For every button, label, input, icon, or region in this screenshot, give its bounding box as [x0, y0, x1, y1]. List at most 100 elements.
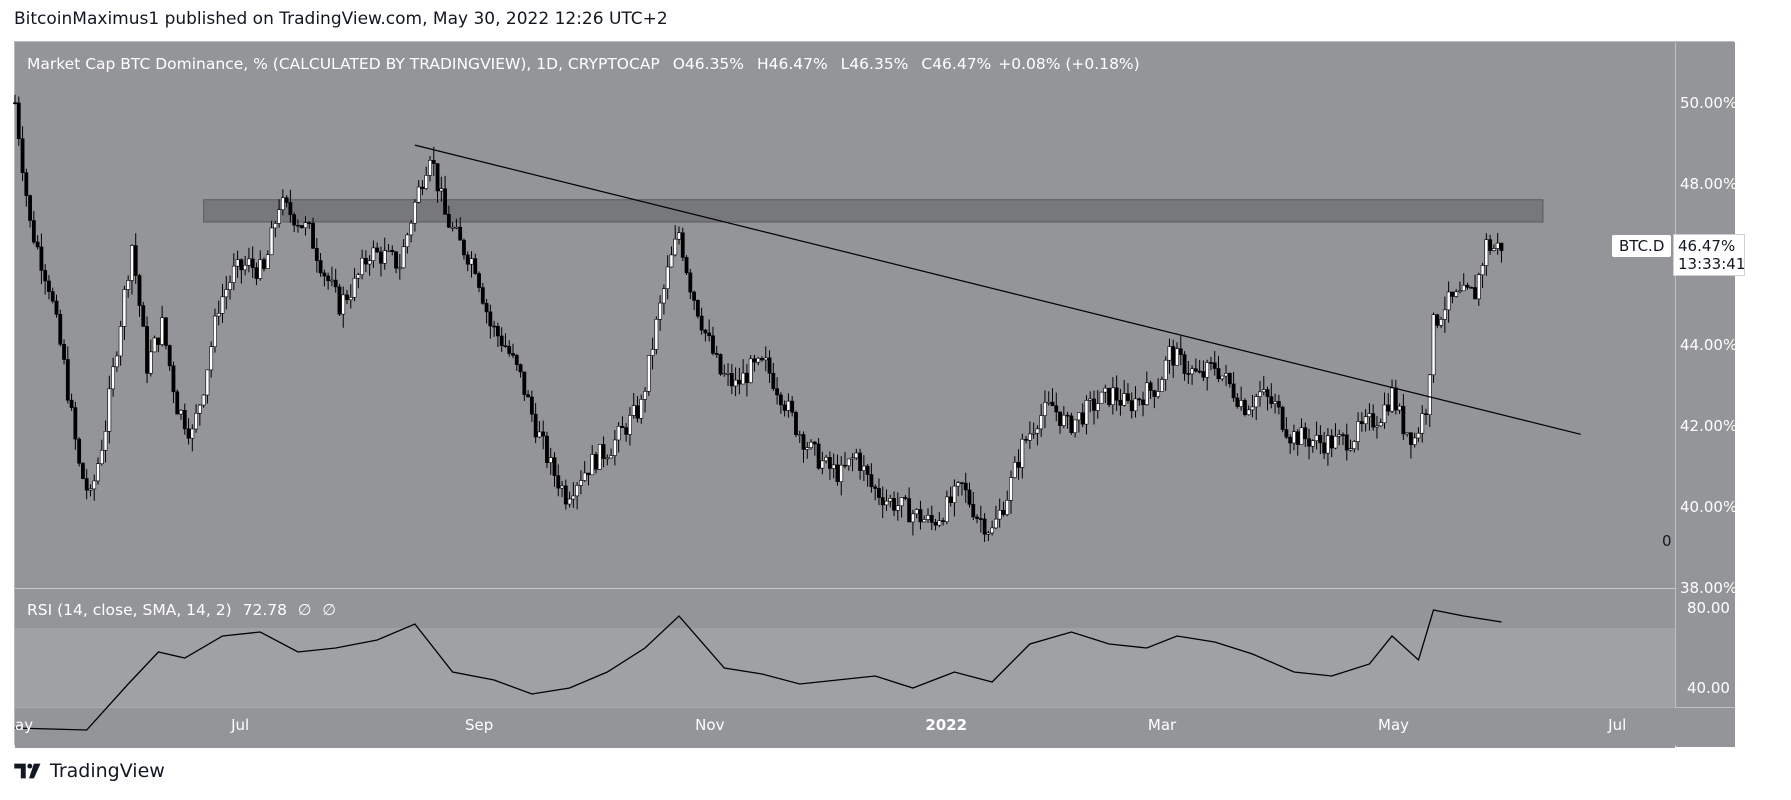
candle-up [114, 355, 119, 368]
candle-up [1095, 403, 1100, 411]
candle-up [1314, 434, 1319, 442]
candle-up [1224, 373, 1228, 377]
candle-down [1243, 400, 1247, 416]
candle-down [1435, 314, 1440, 326]
candle-down [745, 372, 749, 383]
candle-down [688, 272, 693, 293]
candle-down [1450, 291, 1455, 297]
candle-up [469, 258, 474, 265]
candle-up [96, 463, 100, 482]
candle-up [1273, 401, 1277, 404]
candle-down [496, 326, 500, 337]
candle-up [537, 431, 542, 438]
tradingview-footer[interactable]: TradingView [14, 760, 165, 782]
candle-down [707, 332, 712, 337]
candle-up [911, 513, 915, 523]
candle-down [171, 365, 176, 393]
candle-up [1175, 348, 1179, 366]
candle-down [1024, 438, 1028, 441]
candle-up [797, 434, 802, 436]
candle-up [628, 415, 632, 435]
candle-up [280, 197, 285, 211]
candle-down [929, 515, 934, 523]
candle-up [850, 457, 855, 460]
price-pane[interactable] [15, 42, 1675, 588]
candle-up [597, 444, 602, 470]
candle-down [552, 457, 557, 476]
candle-down [20, 138, 25, 174]
candle-down [556, 475, 561, 489]
candle-down [186, 428, 191, 439]
candle-down [635, 405, 640, 419]
candle-up [662, 288, 666, 304]
candle-up [273, 223, 278, 229]
price-axis[interactable] [1675, 42, 1735, 747]
candle-up [579, 480, 583, 486]
candle-up [1077, 412, 1081, 421]
candle-down [518, 364, 523, 373]
candle-down [54, 300, 59, 315]
symbol-tag: BTC.D [1612, 235, 1672, 257]
candle-up [1363, 416, 1368, 425]
candle-up [1261, 389, 1266, 393]
candle-up [92, 480, 97, 490]
candle-up [786, 400, 791, 411]
candle-down [133, 245, 138, 276]
candle-down [1080, 412, 1085, 425]
candle-down [767, 357, 772, 374]
candle-up [994, 518, 998, 529]
candle-up [1144, 382, 1149, 406]
candle-down [1058, 411, 1062, 426]
candle-up [450, 226, 455, 229]
candle-up [1310, 440, 1315, 447]
candle-up [231, 265, 236, 283]
candle-up [405, 234, 410, 248]
candle-down [1114, 387, 1119, 401]
candle-up [107, 388, 112, 432]
close-value: 46.47% [932, 55, 992, 73]
candle-down [164, 317, 168, 346]
time-axis[interactable] [15, 707, 1735, 745]
rsi-legend[interactable]: RSI (14, close, SMA, 14, 2) 72.78 ∅ ∅ [27, 601, 342, 619]
candle-down [239, 259, 244, 271]
candle-up [748, 358, 753, 383]
y-tick-label: 42.00% [1680, 417, 1738, 436]
candle-down [465, 254, 470, 265]
candle-down [771, 372, 776, 390]
candle-down [250, 258, 255, 269]
candle-up [820, 460, 825, 469]
candle-down [877, 488, 881, 498]
candle-up [122, 289, 127, 327]
high-label: H [756, 55, 769, 73]
candle-down [363, 257, 368, 265]
candle-down [420, 186, 425, 189]
x-tick-label: Nov [695, 716, 725, 734]
rsi-line [14, 609, 1502, 731]
x-tick-label: ay [15, 716, 34, 734]
candle-down [978, 518, 983, 520]
candle-down [84, 478, 89, 491]
candle-down [499, 335, 504, 347]
candle-up [956, 482, 961, 487]
rsi-flag-1: ∅ [297, 601, 312, 619]
pane-separator[interactable] [15, 588, 1735, 589]
candle-down [13, 102, 17, 104]
chart-legend[interactable]: Market Cap BTC Dominance, % (CALCULATED … [27, 55, 1140, 73]
candle-down [880, 497, 885, 506]
candle-up [1390, 387, 1394, 412]
candle-down [28, 195, 32, 221]
candle-up [1254, 396, 1259, 408]
candle-up [1382, 404, 1387, 424]
candle-down [782, 404, 787, 411]
candle-down [284, 197, 289, 203]
chart-frame[interactable]: 50.00% 48.00% 44.00% 42.00% 40.00% 38.00% 80.0… [13, 41, 1745, 748]
candle-down [480, 287, 485, 304]
candle-down [1216, 368, 1221, 380]
candle-down [345, 294, 349, 301]
candle-down [141, 305, 146, 327]
candle-down [1235, 397, 1240, 407]
close-label: C [921, 55, 933, 73]
candle-down [680, 232, 685, 258]
candle-up [265, 254, 270, 269]
candle-down [1341, 434, 1345, 436]
